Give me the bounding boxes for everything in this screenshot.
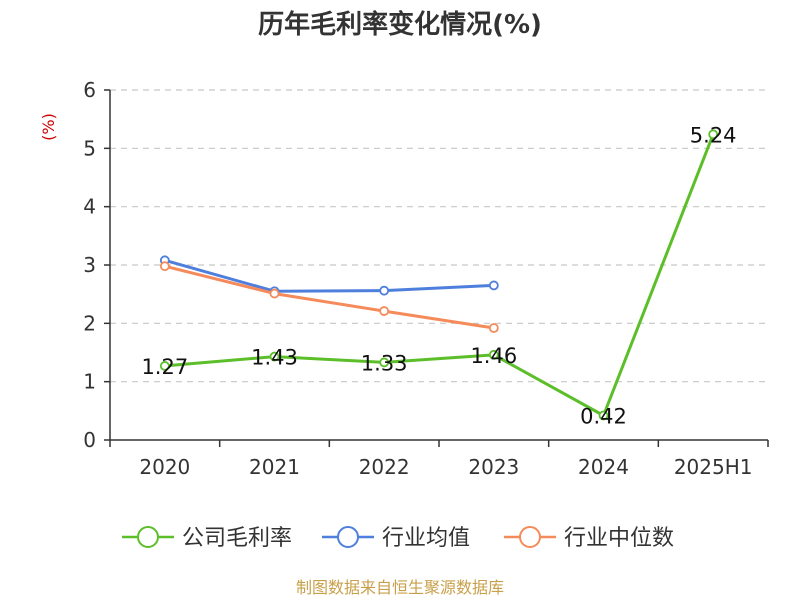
data-point xyxy=(488,323,499,333)
data-point xyxy=(488,349,499,360)
series-line-2 xyxy=(164,264,495,330)
data-point xyxy=(269,351,280,362)
y-tick-2: 2 xyxy=(83,311,96,335)
data-point xyxy=(159,361,170,371)
x-tick-2023: 2023 xyxy=(468,455,519,479)
data-label: 5.24 xyxy=(690,123,737,147)
series-group: 1.27 1.43 1.33 1.46 0.42 5.24 xyxy=(141,123,736,428)
series-line-0 xyxy=(164,133,715,417)
y-tick-1: 1 xyxy=(83,370,96,394)
x-tick-labels: 2020 2021 2022 2023 2024 2025H1 xyxy=(139,455,752,479)
x-tick-2024: 2024 xyxy=(578,455,629,479)
legend-marker xyxy=(519,526,541,548)
data-label: 1.27 xyxy=(141,355,188,379)
legend-label: 公司毛利率 xyxy=(182,526,292,551)
legend: 公司毛利率 行业均值 行业中位数 xyxy=(122,526,674,551)
source-note: 制图数据来自恒生聚源数据库 xyxy=(296,578,504,597)
grid-lines xyxy=(104,89,768,441)
legend-marker xyxy=(337,526,359,548)
data-point xyxy=(379,285,390,296)
x-tick-2021: 2021 xyxy=(249,455,300,479)
y-tick-6: 6 xyxy=(83,78,96,102)
x-tick-2025H1: 2025H1 xyxy=(674,455,753,479)
x-tick-2020: 2020 xyxy=(139,455,190,479)
y-tick-labels: 0 1 2 3 4 5 6 xyxy=(83,78,96,452)
axes xyxy=(109,90,769,447)
y-tick-4: 4 xyxy=(83,195,96,219)
data-label: 1.33 xyxy=(361,351,408,375)
y-axis-label: (%) xyxy=(39,113,58,141)
y-tick-3: 3 xyxy=(83,253,96,277)
data-label: 1.43 xyxy=(251,346,298,370)
legend-label: 行业均值 xyxy=(382,526,470,551)
data-label: 0.42 xyxy=(580,405,627,429)
data-point xyxy=(488,280,499,291)
legend-item-2[interactable]: 行业中位数 xyxy=(504,526,674,551)
legend-item-1[interactable]: 行业均值 xyxy=(322,526,470,551)
data-point xyxy=(708,129,719,140)
data-point xyxy=(598,410,609,421)
data-point xyxy=(379,306,390,316)
legend-label: 行业中位数 xyxy=(564,526,674,551)
legend-item-0[interactable]: 公司毛利率 xyxy=(122,526,292,551)
series-1 xyxy=(159,255,499,297)
data-point xyxy=(379,357,390,368)
data-point xyxy=(269,288,280,299)
y-tick-0: 0 xyxy=(83,428,96,452)
legend-marker xyxy=(137,526,159,548)
series-line-1 xyxy=(164,258,494,293)
series-0: 1.27 1.43 1.33 1.46 0.42 5.24 xyxy=(141,123,736,428)
y-tick-5: 5 xyxy=(83,136,96,160)
data-label: 1.46 xyxy=(470,344,517,368)
x-tick-2022: 2022 xyxy=(359,455,410,479)
series-2 xyxy=(159,261,499,333)
chart-title: 历年毛利率变化情况(%) xyxy=(258,9,542,40)
data-point xyxy=(159,261,170,272)
